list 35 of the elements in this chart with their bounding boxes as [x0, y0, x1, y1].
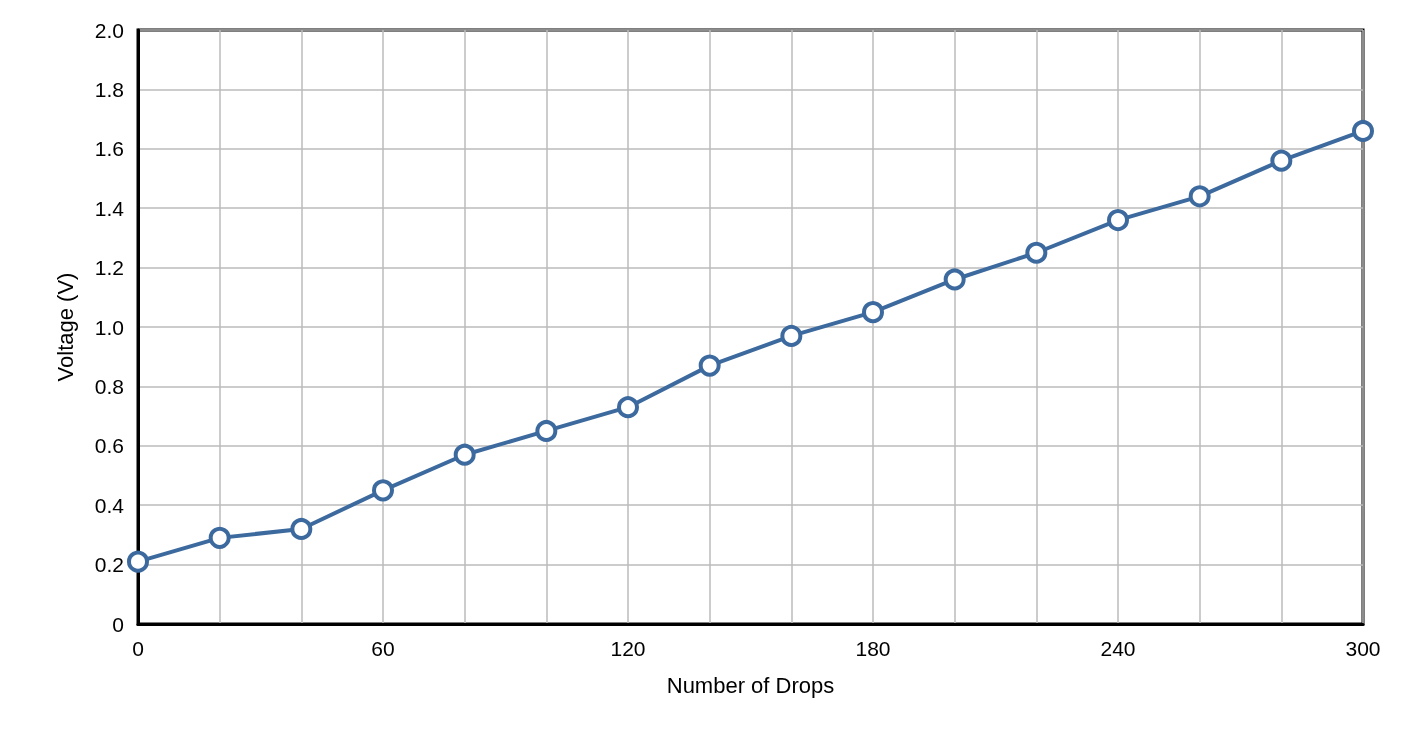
point [1188, 185, 1211, 208]
y-tick-label: 0.4 [94, 493, 125, 517]
x-tick-label: 0 [132, 637, 144, 660]
point [453, 443, 476, 466]
point [535, 419, 558, 442]
y-tick-label: 1.0 [94, 315, 124, 339]
point [698, 354, 721, 377]
x-tick-label: 120 [610, 637, 646, 660]
y-tick-label: 0.6 [94, 434, 124, 458]
point [862, 301, 884, 324]
point [127, 550, 149, 573]
y-tick-label: 1.8 [94, 77, 124, 101]
point [1025, 241, 1048, 264]
point [1107, 209, 1129, 232]
x-tick-label: 300 [1345, 637, 1381, 660]
point [1270, 149, 1293, 172]
y-tick-label: 0.8 [94, 374, 124, 398]
point [372, 479, 394, 502]
y-tick-label: 0 [112, 612, 124, 636]
x-axis-title: Number of Drops [666, 672, 835, 698]
point [208, 526, 231, 549]
y-tick-label: 1.6 [94, 137, 124, 161]
point [780, 324, 803, 347]
x-tick-label: 240 [1100, 637, 1136, 660]
y-tick-label: 2.0 [94, 18, 124, 42]
y-tick-label: 0.2 [94, 553, 124, 577]
point [943, 268, 966, 291]
point [617, 396, 639, 419]
x-tick-label: 60 [371, 637, 395, 660]
x-tick-label: 180 [855, 637, 891, 660]
y-tick-label: 1.2 [94, 256, 124, 280]
y-tick-label: 1.4 [94, 196, 125, 220]
point [290, 517, 313, 540]
point [1352, 119, 1374, 142]
y-axis-title: Voltage (V) [52, 272, 78, 382]
